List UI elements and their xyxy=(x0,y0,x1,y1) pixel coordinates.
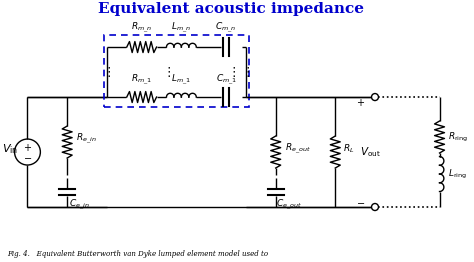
Text: $\vdots$: $\vdots$ xyxy=(102,65,111,79)
Bar xyxy=(104,35,249,107)
Text: $R_{e\_out}$: $R_{e\_out}$ xyxy=(284,142,310,156)
Text: $R_L$: $R_L$ xyxy=(343,143,355,155)
Text: Fig. 4.   Equivalent Butterworth van Dyke lumped element model used to: Fig. 4. Equivalent Butterworth van Dyke … xyxy=(8,250,269,258)
Text: $L_{\rm ring}$: $L_{\rm ring}$ xyxy=(448,167,467,181)
Text: $-$: $-$ xyxy=(23,151,32,162)
Text: $C_{m\_n}$: $C_{m\_n}$ xyxy=(216,21,237,35)
Text: +: + xyxy=(24,143,31,152)
Text: $R_{\rm ring}$: $R_{\rm ring}$ xyxy=(448,130,469,144)
Text: $\vdots$: $\vdots$ xyxy=(162,65,171,79)
Text: $\vdots$: $\vdots$ xyxy=(241,65,250,79)
Text: $R_{m\_1}$: $R_{m\_1}$ xyxy=(131,73,152,87)
Text: $+$: $+$ xyxy=(356,96,365,107)
Text: $C_{e\_in}$: $C_{e\_in}$ xyxy=(69,198,89,212)
Text: Equivalent acoustic impedance: Equivalent acoustic impedance xyxy=(98,2,364,16)
Text: $R_{e\_in}$: $R_{e\_in}$ xyxy=(76,132,97,146)
Text: $V_{\rm in}$: $V_{\rm in}$ xyxy=(1,142,18,156)
Text: $L_{m\_n}$: $L_{m\_n}$ xyxy=(172,21,191,35)
Text: $C_{e\_out}$: $C_{e\_out}$ xyxy=(276,198,301,212)
Text: $C_{m\_1}$: $C_{m\_1}$ xyxy=(216,73,237,87)
Text: $L_{m\_1}$: $L_{m\_1}$ xyxy=(172,73,191,87)
Text: $\vdots$: $\vdots$ xyxy=(227,65,236,79)
Text: $V_{\rm out}$: $V_{\rm out}$ xyxy=(360,145,381,159)
Text: $-$: $-$ xyxy=(356,197,365,207)
Circle shape xyxy=(372,94,378,101)
Circle shape xyxy=(372,204,378,210)
Text: $R_{m\_n}$: $R_{m\_n}$ xyxy=(131,21,152,35)
